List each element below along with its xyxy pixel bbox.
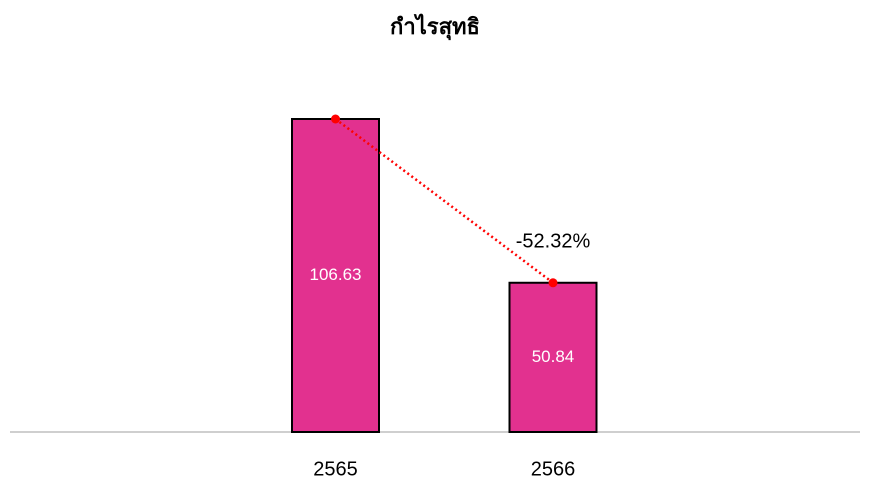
value-label: 50.84: [532, 347, 575, 366]
trend-marker: [331, 114, 340, 124]
x-tick-label: 2566: [531, 458, 576, 480]
bar: [508, 281, 598, 433]
x-tick-label: 2565: [313, 458, 358, 480]
trend-marker: [548, 278, 558, 288]
bar: [291, 118, 380, 433]
change-annotation: -52.32%: [516, 230, 591, 252]
trend-line: [334, 118, 554, 284]
value-label: 106.63: [310, 265, 362, 284]
chart-title: กำไรสุทธิ: [390, 13, 480, 41]
